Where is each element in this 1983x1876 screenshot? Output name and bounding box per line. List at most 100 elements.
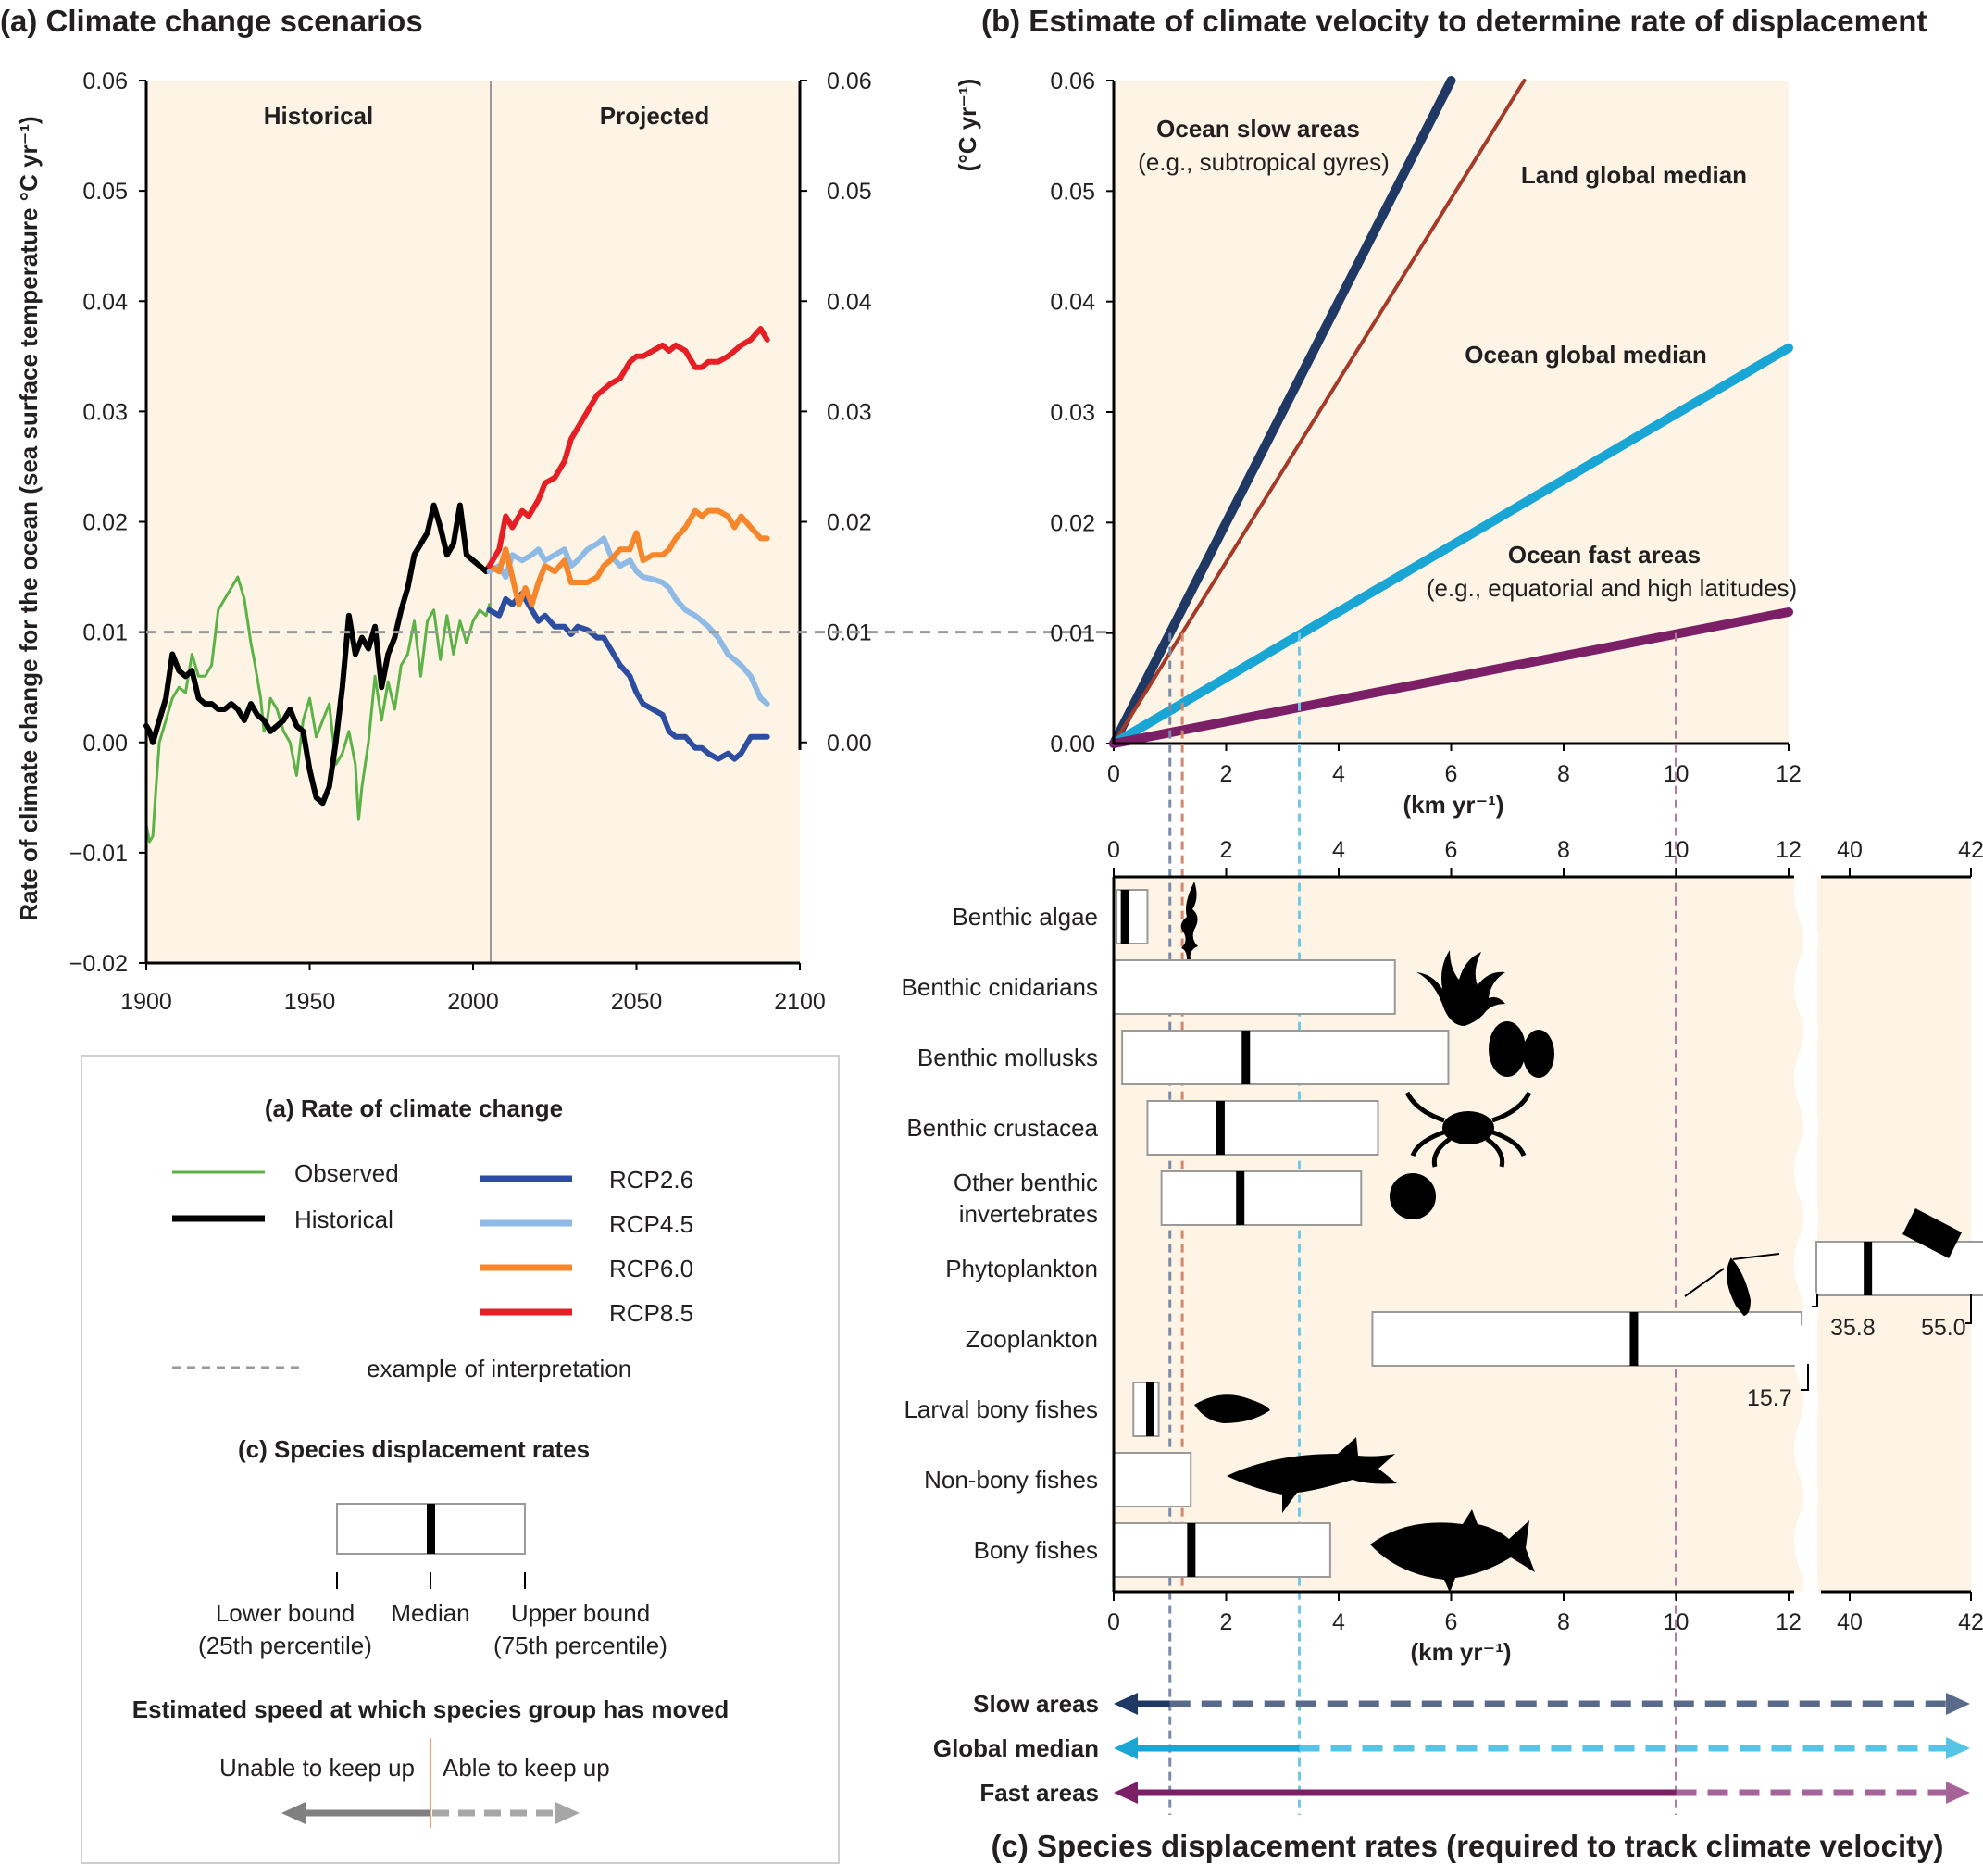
arrow-slow-label: Slow areas — [973, 1690, 1099, 1718]
ytick-right-label: 0.06 — [827, 69, 872, 94]
ytick-right-label: 0.03 — [827, 399, 872, 425]
ytick-right-label: 0.05 — [827, 179, 872, 205]
ytick-label: 0.05 — [1050, 179, 1095, 205]
category-label: Benthic crustacea — [906, 1114, 1098, 1142]
legend-box — [81, 1055, 840, 1864]
panel-b-ylabel: (°C yr⁻¹) — [954, 79, 981, 172]
phyto-lower-label: 35.8 — [1830, 1315, 1876, 1341]
xtick-label: 6 — [1445, 761, 1458, 787]
phyto-lower-bracket — [1812, 1294, 1818, 1307]
ytick-label: 0.01 — [1050, 621, 1095, 647]
xtick-label: 12 — [1776, 761, 1802, 787]
legend-rcp26: RCP2.6 — [609, 1166, 693, 1194]
bar-range — [1113, 1452, 1192, 1507]
region-historical-label: Historical — [264, 102, 374, 130]
algae-icon — [1180, 882, 1198, 959]
legend-interp: example of interpretation — [367, 1355, 631, 1382]
coral-icon — [1416, 950, 1505, 1026]
legend: (a) Rate of climate change Observed Hist… — [81, 1055, 840, 1864]
series-rcp26 — [486, 590, 770, 762]
legend-lower-pct: (25th percentile) — [198, 1632, 372, 1659]
top-xtick-label: 12 — [1776, 837, 1802, 863]
velocity-line-median — [1109, 343, 1793, 748]
xtick-label: 2100 — [774, 989, 826, 1015]
ytick-label: 0.02 — [1050, 510, 1095, 536]
xtick-label: 1900 — [120, 989, 172, 1015]
arrow-head-left — [1114, 1737, 1138, 1759]
top-xtick-label-broken: 40 — [1837, 837, 1863, 863]
bottom-xtick-label-broken: 40 — [1837, 1609, 1863, 1635]
bar-range — [1113, 1522, 1331, 1578]
category-label: Other benthic — [954, 1169, 1098, 1196]
legend-title-a: (a) Rate of climate change — [265, 1094, 563, 1122]
top-xtick-label: 6 — [1445, 837, 1458, 863]
ytick-right-label: 0.02 — [827, 510, 872, 536]
bar-median — [1236, 1171, 1245, 1225]
bar-range — [1132, 1382, 1160, 1437]
bottom-xtick-label: 10 — [1664, 1609, 1690, 1635]
panel-c-title: (c) Species displacement rates (required… — [992, 1829, 1944, 1863]
category-label: Benthic cnidarians — [902, 973, 1098, 1001]
mussel-icon — [1489, 1021, 1526, 1077]
ytick-label: 0.01 — [82, 620, 128, 646]
xtick-label: 2 — [1220, 761, 1233, 787]
bar-range — [1146, 1100, 1379, 1156]
panel-b: (b) Estimate of climate velocity to dete… — [954, 4, 1927, 819]
shark-icon — [1227, 1437, 1397, 1513]
ytick-label: 0.02 — [82, 510, 128, 536]
ocean-fast-label: Ocean fast areas — [1508, 541, 1701, 569]
bar-median — [1120, 890, 1129, 944]
bar-median — [1864, 1242, 1873, 1295]
bottom-xtick-label-broken: 42 — [1958, 1609, 1983, 1635]
legend-unable-arrowhead — [281, 1802, 306, 1824]
bar-range — [1371, 1311, 1802, 1367]
xtick-label: 8 — [1557, 761, 1570, 787]
ytick-label: −0.02 — [69, 951, 128, 977]
legend-rcp85: RCP8.5 — [609, 1299, 693, 1327]
bar-median — [1241, 1031, 1251, 1084]
ytick-label: 0.04 — [82, 289, 128, 315]
arrow-head-right — [1946, 1782, 1970, 1804]
ytick-label: 0.05 — [82, 179, 128, 205]
legend-median-mark — [427, 1504, 435, 1554]
panel-a-plot-area — [146, 81, 800, 963]
arrow-head-left — [1114, 1782, 1138, 1804]
ytick-label: 0.03 — [1050, 400, 1095, 426]
top-xtick-label: 0 — [1107, 837, 1120, 863]
legend-historical: Historical — [294, 1206, 393, 1233]
ytick-label: 0.06 — [1050, 69, 1095, 94]
phyto-upper-bracket — [1965, 1294, 1972, 1324]
bar-range — [1815, 1241, 1983, 1296]
species-silhouettes — [1180, 882, 1962, 1593]
arrow-head-right — [1946, 1737, 1970, 1759]
panel-a: (a) Climate change scenarios Historical … — [0, 4, 872, 1015]
arrow-fast-label: Fast areas — [979, 1779, 1099, 1807]
bar-range — [1121, 1030, 1450, 1085]
legend-rcp45: RCP4.5 — [609, 1210, 693, 1238]
panel-a-title: (a) Climate change scenarios — [0, 4, 423, 38]
zoo-upper-bracket — [1801, 1364, 1809, 1391]
ocean-slow-label: Ocean slow areas — [1156, 115, 1360, 143]
xtick-label: 2050 — [611, 989, 663, 1015]
panel-b-title: (b) Estimate of climate velocity to dete… — [981, 4, 1927, 38]
top-xtick-label: 2 — [1220, 837, 1233, 863]
bar-median — [1216, 1101, 1225, 1155]
legend-rcp60: RCP6.0 — [609, 1255, 693, 1282]
xtick-label: 4 — [1332, 761, 1345, 787]
ytick-right-label: 0.04 — [827, 289, 872, 315]
tuna-icon — [1370, 1509, 1535, 1593]
legend-able-arrowhead — [555, 1802, 580, 1824]
arrow-head-left — [1114, 1693, 1138, 1715]
bottom-xtick-label: 12 — [1776, 1609, 1802, 1635]
land-median-label: Land global median — [1521, 161, 1747, 189]
zoo-upper-label: 15.7 — [1747, 1385, 1792, 1411]
bar-range — [1113, 959, 1396, 1015]
category-label: Non-bony fishes — [924, 1466, 1098, 1494]
series-historical — [143, 502, 493, 807]
crab-icon — [1404, 1091, 1532, 1168]
panel-a-ylabel: Rate of climate change for the ocean (se… — [15, 116, 43, 920]
legend-lower-bound: Lower bound — [216, 1599, 355, 1627]
urchin-icon — [1390, 1173, 1436, 1219]
category-label: Benthic mollusks — [917, 1044, 1098, 1071]
